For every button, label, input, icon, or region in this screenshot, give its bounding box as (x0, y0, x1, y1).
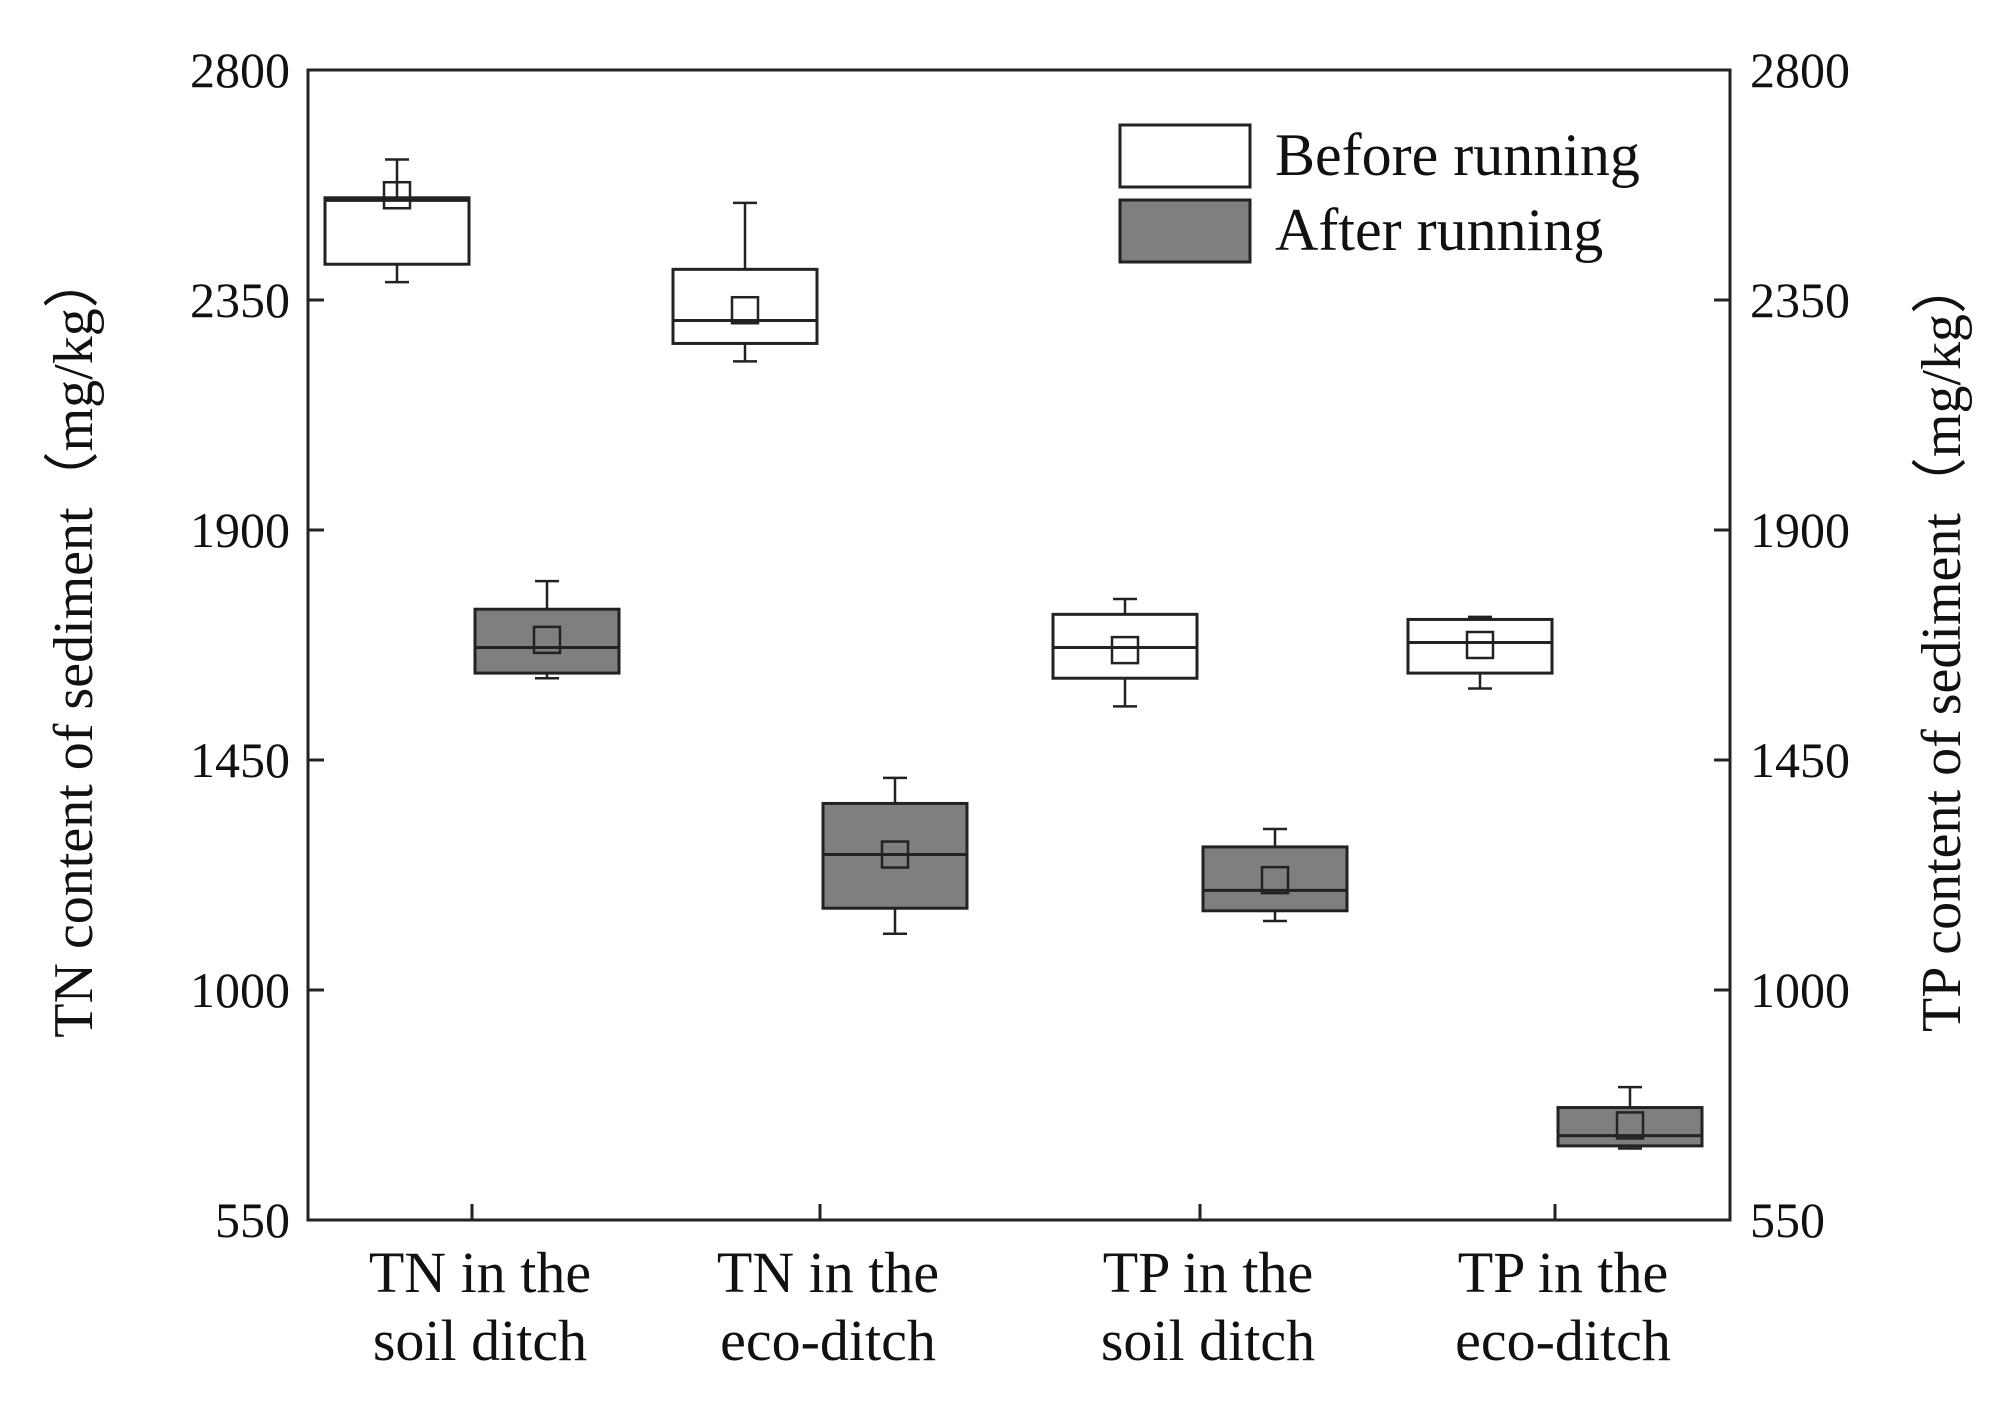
legend-label: After running (1275, 197, 1603, 263)
mean-marker (532, 625, 562, 655)
y-left-tick-label: 2350 (190, 272, 290, 328)
box-plot (821, 776, 969, 936)
series-before-running (323, 158, 1554, 708)
box-series-group (323, 158, 1704, 1150)
x-category-label: TN in the (369, 1240, 591, 1305)
y-left-tick-label: 2800 (190, 42, 290, 98)
legend-label: Before running (1275, 122, 1640, 188)
y-right-tick-label: 550 (1750, 1192, 1825, 1248)
legend-swatch (1118, 198, 1252, 264)
legend-swatch (1118, 123, 1252, 189)
y-left-tick-label: 1900 (190, 502, 290, 558)
box-plot (1201, 827, 1349, 923)
y-left-tick-label: 1000 (190, 962, 290, 1018)
box-plot (1406, 615, 1554, 690)
y-axis-right: 550 1000 1450 1900 2350 2800 (1714, 42, 1850, 1248)
y-right-tick-label: 1450 (1750, 732, 1850, 788)
iqr-box (1406, 617, 1554, 675)
plot-frame (306, 68, 1732, 1222)
box-plot (671, 201, 819, 363)
x-category-label: TN in the (717, 1240, 939, 1305)
iqr-box (1201, 845, 1349, 913)
y-left-tick-label: 550 (215, 1192, 290, 1248)
legend: Before running After running (1118, 122, 1640, 264)
x-category-label: eco-ditch (720, 1308, 936, 1373)
box-plot (1556, 1085, 1704, 1150)
y-left-tick-label: 1450 (190, 732, 290, 788)
mean-marker (1110, 635, 1140, 665)
y-axis-left-title: TN content of sediment（mg/kg） (43, 252, 105, 1037)
mean-marker (1260, 865, 1290, 895)
iqr-box (323, 196, 471, 266)
x-category-label: TP in the (1458, 1240, 1669, 1305)
mean-marker (1465, 630, 1495, 660)
y-right-tick-label: 2800 (1750, 42, 1850, 98)
box-plot (473, 579, 621, 680)
y-axis-left: 550 1000 1450 1900 2350 2800 (190, 42, 324, 1248)
x-category-label: soil ditch (373, 1308, 587, 1373)
x-category-label: TP in the (1103, 1240, 1314, 1305)
y-right-tick-label: 1900 (1750, 502, 1850, 558)
mean-marker (730, 295, 760, 325)
mean-marker (880, 840, 910, 869)
iqr-box (473, 607, 621, 675)
series-after-running (473, 579, 1704, 1150)
mean-marker (1615, 1111, 1645, 1140)
mean-marker (382, 180, 412, 210)
box-plot (323, 158, 471, 284)
plot-area-border (306, 68, 1732, 1222)
x-category-label: eco-ditch (1455, 1308, 1671, 1373)
box-plot (1051, 597, 1199, 708)
y-axis-right-title: TP content of sediment（mg/kg） (1911, 258, 1973, 1032)
y-right-tick-label: 1000 (1750, 962, 1850, 1018)
x-category-label: soil ditch (1101, 1308, 1315, 1373)
iqr-box (671, 267, 819, 345)
y-right-tick-label: 2350 (1750, 272, 1850, 328)
